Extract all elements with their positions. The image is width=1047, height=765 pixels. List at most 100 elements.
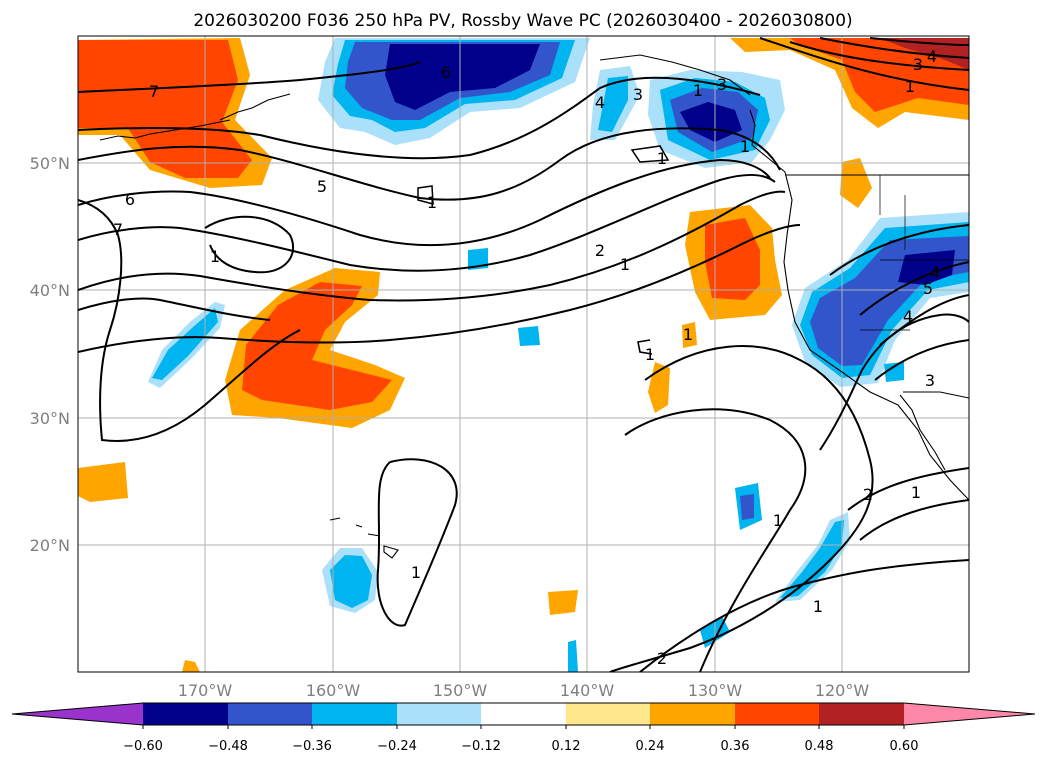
contour-5-ne	[869, 37, 969, 46]
contour-6	[78, 76, 761, 160]
shade-pos-small-6	[182, 660, 200, 672]
aleutian-islands	[99, 119, 231, 141]
coastlines	[99, 54, 969, 559]
colorbar-tick-label: −0.48	[208, 739, 248, 754]
colorbar-tick-label: 0.48	[805, 739, 834, 754]
lat-label: 20°N	[30, 536, 70, 555]
contour-1-closed	[204, 215, 295, 274]
contour-1-hawaii-loop	[376, 458, 458, 627]
contour-3-ne	[789, 41, 969, 71]
contour-1-ne	[759, 37, 969, 91]
contour-west-extra	[78, 297, 271, 321]
contour-1-east-inner	[624, 408, 807, 672]
shade-neg-small-4	[518, 326, 540, 346]
contour-7-west-loop	[78, 199, 301, 442]
shade-neg-west-us-core	[898, 250, 955, 285]
contour-label: 5	[923, 279, 933, 298]
contour-label: 3	[717, 75, 727, 94]
contour-label: 7	[113, 220, 123, 239]
plot-area: 7 6 7 5 4 3 1 2 1 1 1 1 4 3 2 1 1 1 1 2 …	[78, 36, 969, 672]
colorbar-tick-label: −0.36	[292, 739, 332, 754]
colorbar-tick-label: −0.12	[461, 739, 501, 754]
latitude-labels: 50°N 40°N 30°N 20°N	[30, 154, 70, 555]
contour-label: 4	[595, 93, 605, 112]
lon-label: 150°W	[433, 681, 488, 700]
colorbar-tick-label: −0.60	[123, 739, 163, 754]
shade-pos-small-4	[840, 158, 872, 208]
contour-label: 1	[683, 325, 693, 344]
contour-label: 6	[441, 63, 451, 82]
us-mexico-border	[903, 391, 969, 399]
lon-label: 140°W	[560, 681, 615, 700]
shade-pos-east-inner	[705, 218, 760, 300]
hawaii-islands	[329, 517, 399, 559]
state-borders	[860, 175, 969, 331]
shade-pos-ne-core	[880, 38, 969, 70]
aleutian-islands-east	[219, 93, 291, 121]
longitude-labels: 170°W 160°W 150°W 140°W 130°W 120°W	[178, 681, 870, 700]
contour-4	[78, 158, 771, 247]
contour-label: 2	[595, 241, 605, 260]
contour-1-main	[78, 224, 801, 353]
alaska-coast	[599, 54, 751, 96]
colorbar-tick-label: 0.36	[721, 739, 750, 754]
contour-2-south	[639, 559, 969, 672]
positive-shading	[78, 38, 969, 672]
contour-label: 5	[317, 177, 327, 196]
pv-contours	[78, 37, 969, 672]
shade-pos-small-3	[548, 590, 578, 615]
contour-1-east	[609, 345, 874, 672]
small-contour-hook	[637, 339, 653, 355]
contour-7-north	[78, 61, 421, 93]
colorbar-bin	[566, 703, 650, 725]
lon-label: 130°W	[688, 681, 743, 700]
contour-label: 1	[620, 255, 630, 274]
contour-2	[78, 190, 786, 302]
contour-label: 3	[913, 55, 923, 74]
contour-label: 4	[927, 47, 937, 66]
contour-label: 7	[149, 82, 159, 101]
colorbar-tick-label: −0.24	[377, 739, 417, 754]
lon-label: 120°W	[815, 681, 870, 700]
contour-label: 1	[427, 193, 437, 212]
shade-neg-se-band-inner	[780, 520, 844, 598]
contour-3-east	[874, 339, 969, 381]
colorbar-bin	[650, 703, 735, 725]
colorbar-bin	[312, 703, 397, 725]
contour-2-se	[847, 467, 969, 511]
colorbar-bin	[735, 703, 819, 725]
colorbar-bin	[397, 703, 481, 725]
contour-label: 1	[740, 137, 750, 156]
colorbar-tick-label: 0.60	[890, 739, 919, 754]
plot-frame	[77, 35, 970, 673]
contour-label: 1	[911, 483, 921, 502]
contour-label: 1	[657, 149, 667, 168]
lat-label: 50°N	[30, 154, 70, 173]
contour-label: 6	[125, 190, 135, 209]
contour-label: 1	[411, 563, 421, 582]
lon-label: 170°W	[178, 681, 233, 700]
contour-label: 1	[210, 247, 220, 266]
contour-label: 1	[813, 597, 823, 616]
contour-label: 3	[925, 371, 935, 390]
contour-label: 4	[903, 307, 913, 326]
colorbar-bin	[228, 703, 312, 725]
lon-label: 160°W	[306, 681, 361, 700]
north-america-coast	[749, 109, 969, 501]
lat-label: 40°N	[30, 281, 70, 300]
contour-label: 2	[863, 485, 873, 504]
colorbar-tick-label: 0.24	[636, 739, 665, 754]
contour-label-group: 7 6 7 5 4 3 1 2 1 1 1 1 4 3 2 1 1 1 1 2 …	[113, 47, 940, 668]
contour-5	[78, 127, 781, 201]
small-contour-loop	[630, 145, 670, 163]
colorbar-bin	[819, 703, 904, 725]
colorbar-extend-high	[904, 703, 1035, 725]
contour-label: 4	[930, 263, 940, 282]
contour-label: 1	[773, 511, 783, 530]
contour-4-east	[879, 294, 969, 346]
shade-neg-small-5	[568, 640, 578, 672]
shade-neg-hi-inner	[330, 555, 372, 608]
figure-title: 2026030200 F036 250 hPa PV, Rossby Wave …	[193, 11, 852, 31]
contour-1-se	[859, 499, 969, 541]
